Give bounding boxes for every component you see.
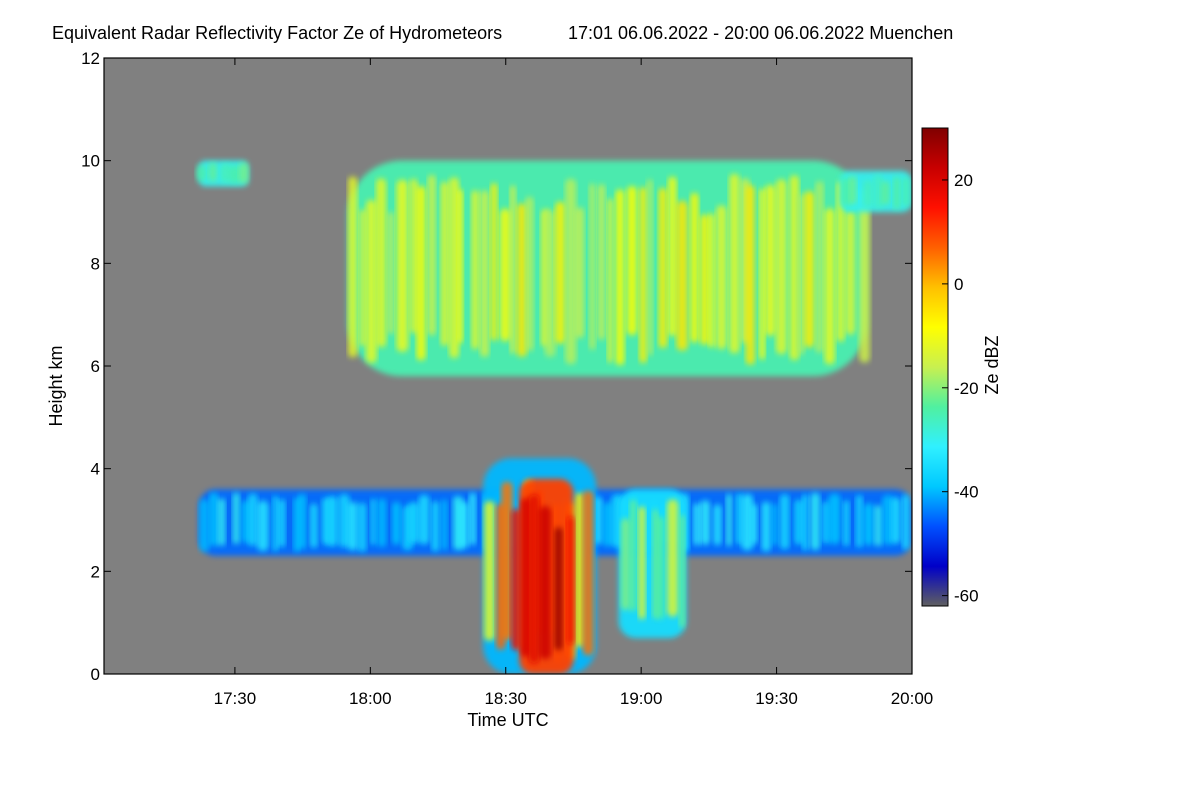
y-tick-label: 8 (91, 254, 100, 273)
colorbar-tick-label: 0 (954, 275, 963, 294)
echo-region (618, 489, 687, 639)
colorbar-label: Ze dBZ (982, 335, 1002, 394)
y-tick-label: 4 (91, 460, 100, 479)
x-tick-label: 19:30 (755, 689, 798, 708)
y-axis-label: Height km (46, 345, 66, 426)
colorbar (921, 127, 949, 607)
y-tick-label: 0 (91, 665, 100, 684)
x-tick-label: 17:30 (214, 689, 257, 708)
x-axis-label: Time UTC (467, 710, 548, 730)
x-tick-label: 18:30 (484, 689, 527, 708)
colorbar-tick-label: 20 (954, 171, 973, 190)
y-tick-label: 12 (81, 49, 100, 68)
echo-region (196, 160, 249, 187)
chart-subtitle: 17:01 06.06.2022 - 20:00 06.06.2022 Muen… (568, 23, 953, 43)
colorbar-axis: 20 0 -20 -40 -60 (942, 171, 979, 606)
y-tick-label: 6 (91, 357, 100, 376)
colorbar-tick-label: -20 (954, 379, 979, 398)
colorbar-tick-label: -40 (954, 483, 979, 502)
colorbar-tick-label: -60 (954, 587, 979, 606)
chart-title: Equivalent Radar Reflectivity Factor Ze … (52, 23, 502, 43)
echo-layer (196, 160, 912, 674)
y-tick-label: 2 (91, 562, 100, 581)
y-tick-label: 10 (81, 152, 100, 171)
echo-region (519, 478, 575, 674)
echo-region (347, 160, 870, 377)
x-tick-label: 20:00 (891, 689, 934, 708)
x-tick-label: 18:00 (349, 689, 392, 708)
x-axis: 17:30 18:00 18:30 19:00 19:30 20:00 (214, 58, 934, 708)
y-axis: 0 2 4 6 8 10 12 (81, 49, 912, 684)
x-tick-label: 19:00 (620, 689, 663, 708)
echo-region (839, 170, 912, 212)
